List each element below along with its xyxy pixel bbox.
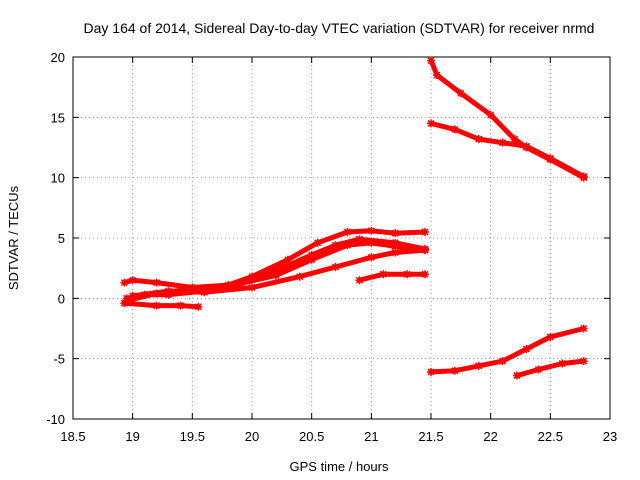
y-tick-label: 10 <box>51 171 65 186</box>
y-tick-label: 0 <box>58 291 65 306</box>
y-tick-label: 20 <box>51 50 65 65</box>
data-point <box>120 299 129 308</box>
series-track-d <box>120 299 203 311</box>
data-point <box>522 142 531 151</box>
data-point <box>391 248 400 257</box>
series-line <box>514 358 587 379</box>
data-point <box>200 288 209 297</box>
data-point <box>421 227 430 236</box>
y-tick-label: -5 <box>53 352 65 367</box>
data-point <box>450 366 459 375</box>
data-point <box>343 241 352 250</box>
x-axis-label: GPS time / hours <box>290 459 389 474</box>
chart-title: Day 164 of 2014, Sidereal Day-to-day VTE… <box>84 20 595 36</box>
data-point <box>391 229 400 238</box>
x-axis: 18.5 19 19.5 20 20.5 21 21.5 22 22.5 23 <box>60 57 617 444</box>
x-tick-label: 19 <box>125 429 139 444</box>
data-point <box>579 324 588 333</box>
data-point <box>355 235 364 244</box>
data-point <box>474 361 483 370</box>
data-point <box>164 287 173 296</box>
series-line <box>356 271 428 283</box>
data-point <box>579 357 588 366</box>
y-tick-label: -10 <box>46 412 65 427</box>
data-point <box>391 242 400 251</box>
series-track-f <box>355 270 430 285</box>
data-point <box>403 270 412 279</box>
data-point <box>534 365 543 374</box>
x-tick-label: 20 <box>245 429 259 444</box>
data-point <box>152 278 161 287</box>
data-point <box>558 359 567 368</box>
data-point <box>486 110 495 119</box>
data-point <box>546 332 555 341</box>
x-tick-label: 20.5 <box>299 429 324 444</box>
data-point <box>474 135 483 144</box>
x-tick-label: 18.5 <box>60 429 85 444</box>
series-track-j <box>512 357 588 380</box>
data-point <box>522 345 531 354</box>
data-point <box>512 371 521 380</box>
data-point <box>367 253 376 262</box>
data-point <box>295 272 304 281</box>
data-point <box>331 262 340 271</box>
data-point <box>450 125 459 134</box>
data-point <box>367 226 376 235</box>
data-point <box>427 119 435 128</box>
data-point <box>421 246 430 255</box>
data-point <box>421 270 430 279</box>
data-point <box>343 227 352 236</box>
data-point <box>427 367 435 376</box>
data-point <box>271 271 280 280</box>
data-point <box>313 238 322 247</box>
data-point <box>128 291 137 300</box>
data-point <box>120 278 129 287</box>
x-tick-label: 21.5 <box>418 429 443 444</box>
data-point <box>579 172 588 181</box>
data-point <box>546 154 555 163</box>
data-point <box>367 238 376 247</box>
data-marks <box>120 56 588 380</box>
data-point <box>307 255 316 264</box>
x-tick-label: 19.5 <box>180 429 205 444</box>
data-point <box>128 276 137 285</box>
y-tick-label: 15 <box>51 110 65 125</box>
y-axis-label: SDTVAR / TECUs <box>6 185 21 290</box>
data-point <box>271 266 280 275</box>
series-track-e <box>128 246 430 300</box>
data-point <box>355 276 364 285</box>
x-tick-label: 22.5 <box>538 429 563 444</box>
data-point <box>331 241 340 250</box>
series-line <box>121 300 201 310</box>
series-track-i <box>427 324 588 376</box>
data-point <box>248 272 256 281</box>
y-axis: -10 -5 0 5 10 15 20 <box>46 50 610 427</box>
data-point <box>283 255 292 264</box>
data-point <box>176 301 185 310</box>
series-track-h <box>427 119 588 181</box>
data-point <box>510 135 519 144</box>
y-tick-label: 5 <box>58 231 65 246</box>
data-point <box>194 302 203 311</box>
x-tick-label: 23 <box>603 429 617 444</box>
data-point <box>379 270 388 279</box>
data-point <box>307 250 316 259</box>
data-point <box>432 71 441 80</box>
data-point <box>456 89 465 98</box>
data-point <box>152 301 161 310</box>
x-tick-label: 22 <box>483 429 497 444</box>
data-point <box>248 283 256 292</box>
x-tick-label: 21 <box>364 429 378 444</box>
data-point <box>498 138 507 147</box>
data-point <box>427 56 435 65</box>
data-point <box>498 357 507 366</box>
data-point <box>188 284 197 293</box>
data-point <box>224 282 233 291</box>
